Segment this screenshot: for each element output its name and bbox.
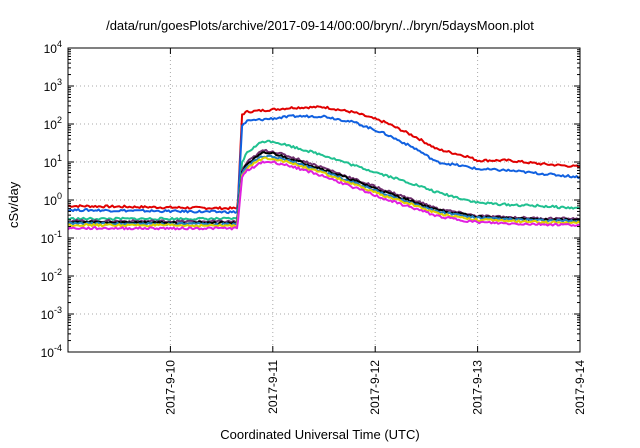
x-tick-label: 2017-9-10: [163, 360, 177, 415]
ticks: 10-4 10-3 10-2 10-1 100 101 102 103 104 2017-9-10…: [41, 39, 587, 415]
series-line: [67, 151, 581, 225]
y-tick-label: 100: [44, 191, 62, 208]
grid: [68, 48, 580, 352]
x-tick-label: 2017-9-12: [368, 360, 382, 415]
series-line: [67, 156, 581, 228]
series-line: [67, 139, 581, 221]
series-line: [67, 105, 580, 211]
chart-title: /data/run/goesPlots/archive/2017-09-14/0…: [106, 18, 534, 33]
x-tick-label: 2017-9-13: [471, 360, 485, 415]
x-tick-label: 2017-9-14: [573, 360, 587, 415]
y-tick-label: 10-2: [41, 267, 62, 284]
y-tick-label: 10-4: [41, 343, 62, 360]
y-tick-label: 10-3: [41, 305, 62, 322]
y-tick-label: 103: [44, 77, 62, 94]
y-tick-label: 104: [44, 39, 62, 56]
x-axis-label: Coordinated Universal Time (UTC): [220, 427, 420, 442]
series-line: [67, 114, 581, 215]
y-tick-label: 10-1: [41, 229, 62, 246]
y-tick-label: 102: [44, 115, 62, 132]
y-tick-label: 101: [44, 153, 62, 170]
series-group: [67, 105, 581, 231]
series-line: [67, 160, 581, 231]
x-tick-label: 2017-9-11: [266, 360, 280, 414]
series-line: [67, 154, 581, 227]
